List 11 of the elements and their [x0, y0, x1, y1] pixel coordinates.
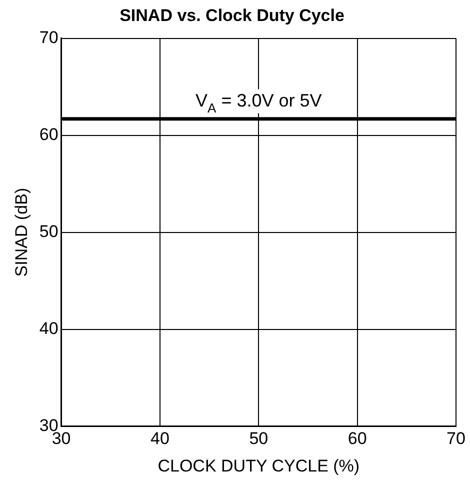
x-axis-title: CLOCK DUTY CYCLE (%) [158, 456, 360, 476]
x-tick-label: 60 [348, 429, 367, 448]
x-tick-label: 40 [150, 429, 170, 448]
chart-title: SINAD vs. Clock Duty Cycle [120, 6, 344, 25]
x-tick-label: 50 [249, 429, 268, 448]
x-tick-label: 70 [446, 429, 466, 448]
y-axis-title: SINAD (dB) [12, 188, 31, 277]
y-tick-label: 50 [39, 222, 58, 241]
y-tick-label: 60 [39, 125, 58, 144]
y-tick-label: 70 [39, 28, 58, 48]
y-tick-label: 40 [39, 318, 58, 338]
